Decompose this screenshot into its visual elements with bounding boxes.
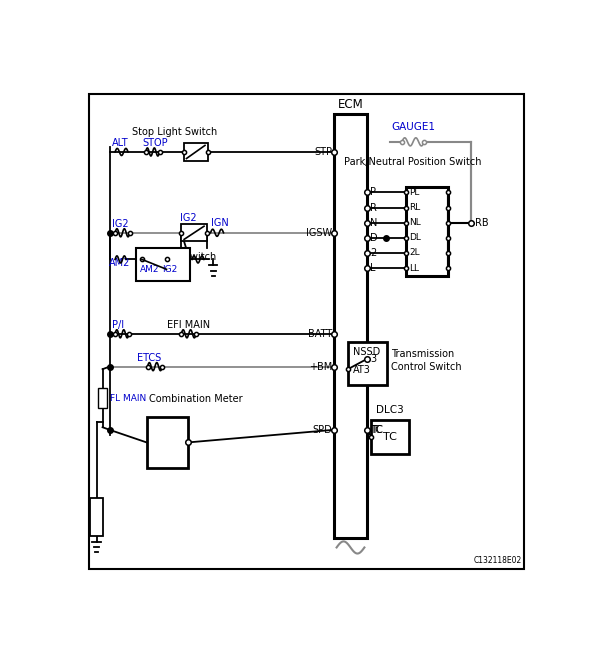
Text: RL: RL: [409, 203, 420, 212]
Bar: [98, 388, 107, 408]
Text: DLC3: DLC3: [377, 405, 404, 415]
Text: AT3: AT3: [353, 365, 371, 375]
Text: PL: PL: [409, 188, 419, 197]
Text: IGSW: IGSW: [306, 228, 332, 237]
Bar: [90, 498, 103, 536]
Text: Combination Meter: Combination Meter: [149, 394, 243, 405]
Text: P: P: [370, 188, 376, 197]
Text: N: N: [370, 218, 377, 228]
Text: P/I: P/I: [112, 319, 124, 330]
Text: D: D: [370, 233, 377, 243]
Text: L: L: [370, 263, 376, 273]
Text: TC: TC: [370, 425, 382, 435]
Text: STOP: STOP: [142, 138, 167, 148]
Bar: [181, 224, 207, 241]
Bar: [406, 188, 448, 276]
Text: Park/Neutral Position Switch: Park/Neutral Position Switch: [343, 157, 481, 167]
Text: BATT: BATT: [308, 329, 332, 338]
Text: TC: TC: [371, 425, 383, 435]
Text: Transmission: Transmission: [391, 350, 454, 359]
Text: ALT: ALT: [112, 138, 129, 148]
Text: NL: NL: [409, 218, 420, 227]
Text: NSSD: NSSD: [353, 348, 380, 358]
Text: SPD: SPD: [312, 425, 332, 435]
Text: RB: RB: [475, 218, 489, 228]
Text: R: R: [370, 203, 377, 213]
Text: 2L: 2L: [409, 249, 420, 258]
Bar: [184, 144, 208, 161]
Text: FL MAIN: FL MAIN: [110, 394, 147, 403]
Text: C132118E02: C132118E02: [474, 556, 522, 565]
Text: LL: LL: [409, 264, 419, 273]
Bar: [348, 342, 387, 385]
Text: DL: DL: [409, 234, 421, 242]
Text: AM2: AM2: [140, 265, 160, 274]
Text: 3: 3: [370, 354, 376, 364]
Text: ETCS: ETCS: [138, 352, 161, 363]
Text: IG2: IG2: [112, 218, 129, 229]
Text: TC: TC: [383, 432, 397, 442]
Bar: [147, 417, 188, 468]
Bar: [371, 420, 410, 454]
Text: Stop Light Switch: Stop Light Switch: [132, 127, 217, 136]
Text: IG2: IG2: [162, 265, 177, 274]
Text: EFI MAIN: EFI MAIN: [167, 319, 210, 330]
Text: IG2: IG2: [180, 213, 197, 222]
Text: STP: STP: [314, 147, 332, 157]
Text: Ignition Switch: Ignition Switch: [144, 252, 216, 262]
Bar: [334, 114, 367, 539]
Bar: [136, 248, 190, 281]
Text: +BM: +BM: [309, 361, 332, 372]
Text: ECM: ECM: [338, 98, 364, 112]
Text: GAUGE1: GAUGE1: [391, 122, 435, 132]
Text: IGN: IGN: [212, 218, 229, 228]
Text: AM2: AM2: [109, 258, 130, 268]
Text: 2: 2: [370, 248, 376, 258]
Text: Control Switch: Control Switch: [391, 362, 462, 373]
